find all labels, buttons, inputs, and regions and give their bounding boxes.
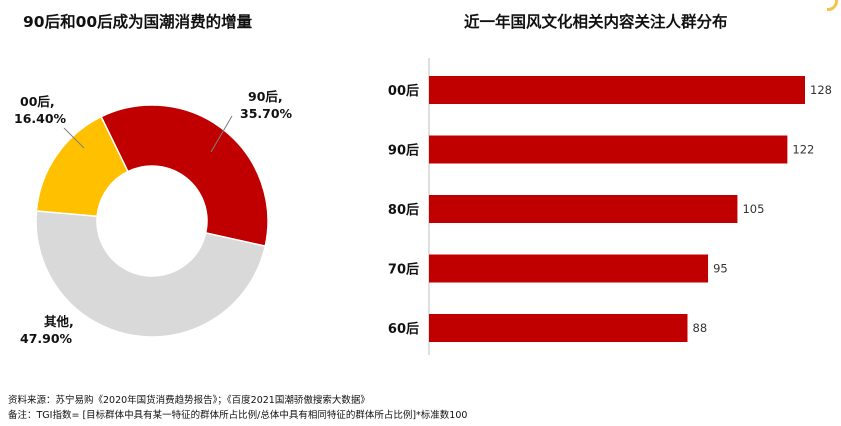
donut-chart: 90后, 35.70% 其他, 47.90% 00后, 16.40% [14,89,293,346]
donut-slice [100,104,269,248]
donut-leader-line [210,115,233,153]
donut-slice-value: 47.90% [20,331,73,346]
corner-decoration [827,0,841,14]
bar-value-label: 122 [792,143,814,157]
bar-category-label: 70后 [388,262,419,278]
donut-slice [35,210,267,338]
bar-category-label: 80后 [388,202,419,218]
bar-value-label: 88 [693,321,708,335]
donut-slice-name: 00后, [20,94,55,109]
donut-slice-value: 35.70% [240,106,293,121]
bar-value-label: 95 [713,262,728,276]
donut-slice [35,115,129,218]
bar-category-label: 60后 [388,321,419,337]
bar-category-label: 00后 [388,83,419,99]
footer-source: 资料来源：苏宁易购《2020年国货消费趋势报告》；《百度2021国潮骄傲搜索大数… [8,395,370,406]
donut-slice-name: 90后, [248,89,283,104]
bar [429,76,805,104]
footer-note: 备注：TGI指数= [目标群体中具有某一特征的群体所占比例/总体中具有相同特征的… [8,410,468,421]
donut-leader-line [63,127,85,149]
bar [429,135,788,164]
bar [429,314,688,342]
donut-slice-value: 16.40% [14,111,67,126]
bar [429,254,709,283]
bar-value-label: 128 [810,83,832,97]
bar-chart-title: 近一年国风文化相关内容关注人群分布 [464,13,728,31]
bar-chart: 00后 128 90后 122 80后 105 70后 95 60后 88 [388,58,832,355]
donut-slice-name: 其他, [44,314,74,329]
bar [429,195,738,223]
bar-value-label: 105 [742,202,764,216]
bar-category-label: 90后 [388,143,419,159]
donut-chart-title: 90后和00后成为国潮消费的增量 [23,13,253,31]
